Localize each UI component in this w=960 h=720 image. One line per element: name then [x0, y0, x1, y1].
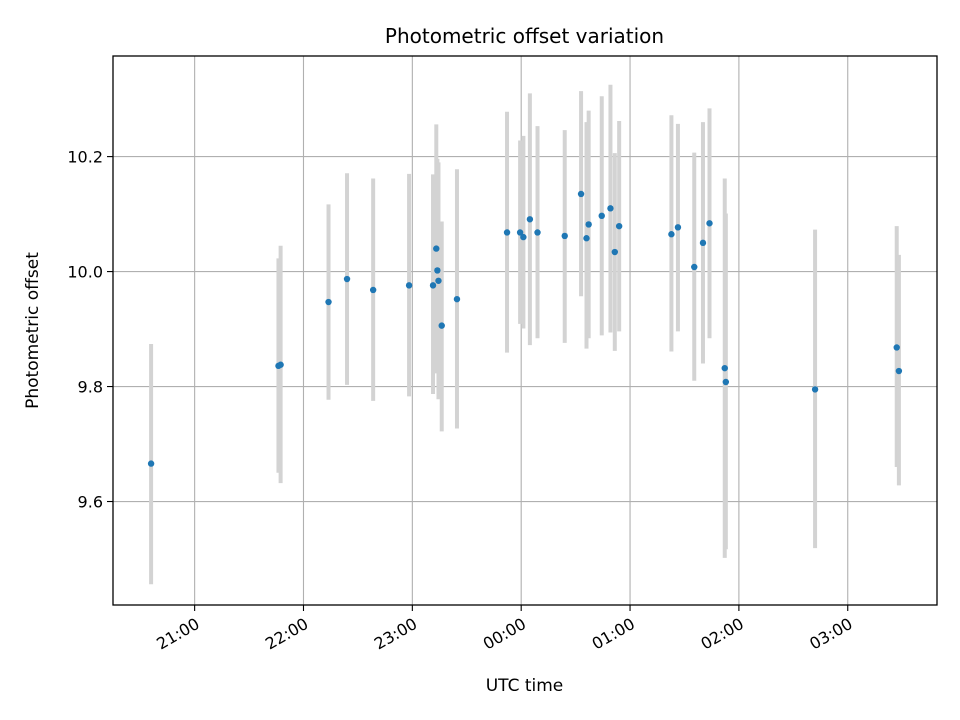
data-points — [147, 190, 903, 467]
data-point — [691, 263, 698, 271]
data-point — [369, 286, 377, 294]
data-point — [429, 282, 437, 289]
data-point — [706, 220, 713, 227]
data-point — [722, 378, 730, 386]
data-point — [668, 231, 675, 238]
data-point — [895, 367, 903, 375]
data-point — [434, 267, 441, 274]
data-point — [277, 361, 284, 368]
x-axis-ticks: 21:00 22:00 23:00 00:00 01:00 02:00 03:00 — [153, 605, 856, 654]
y-axis-ticks: 9.6 9.8 10.0 10.2 — [67, 148, 113, 512]
data-point — [893, 344, 900, 351]
data-point — [583, 235, 590, 242]
data-point — [561, 232, 568, 240]
data-point — [147, 460, 155, 467]
chart-title: Photometric offset variation — [385, 24, 664, 48]
data-point — [325, 298, 332, 306]
data-point — [526, 216, 534, 223]
data-point — [534, 229, 541, 236]
x-tick-label: 00:00 — [480, 614, 529, 654]
data-point — [433, 245, 440, 252]
data-point — [516, 229, 524, 236]
x-tick-label: 23:00 — [371, 614, 420, 654]
data-point — [811, 386, 819, 393]
data-point — [343, 275, 351, 283]
data-point — [503, 229, 511, 236]
data-point — [520, 233, 527, 241]
plot-frame — [112, 55, 938, 606]
data-point — [405, 282, 413, 289]
errorbars — [149, 84, 901, 585]
x-axis-label: UTC time — [486, 676, 564, 696]
x-tick-label: 03:00 — [806, 614, 855, 654]
y-axis-label: Photometric offset — [23, 252, 43, 409]
data-point — [611, 248, 619, 256]
x-tick-label: 01:00 — [589, 614, 638, 654]
data-point — [721, 364, 728, 372]
data-point — [438, 322, 445, 329]
grid — [113, 56, 937, 605]
x-tick-label: 22:00 — [262, 614, 311, 654]
y-tick-label: 10.2 — [67, 148, 103, 167]
data-point — [615, 222, 623, 230]
x-tick-label: 02:00 — [697, 614, 746, 654]
data-point — [585, 221, 592, 228]
data-point — [577, 190, 585, 198]
y-tick-label: 9.6 — [78, 493, 103, 512]
data-point — [598, 212, 605, 220]
data-point — [699, 239, 707, 247]
data-point — [674, 224, 682, 231]
y-tick-label: 9.8 — [78, 378, 103, 397]
data-point — [453, 295, 461, 303]
y-tick-label: 10.0 — [67, 263, 103, 282]
data-point — [435, 277, 442, 284]
data-point — [607, 205, 614, 212]
x-tick-label: 21:00 — [153, 614, 202, 654]
